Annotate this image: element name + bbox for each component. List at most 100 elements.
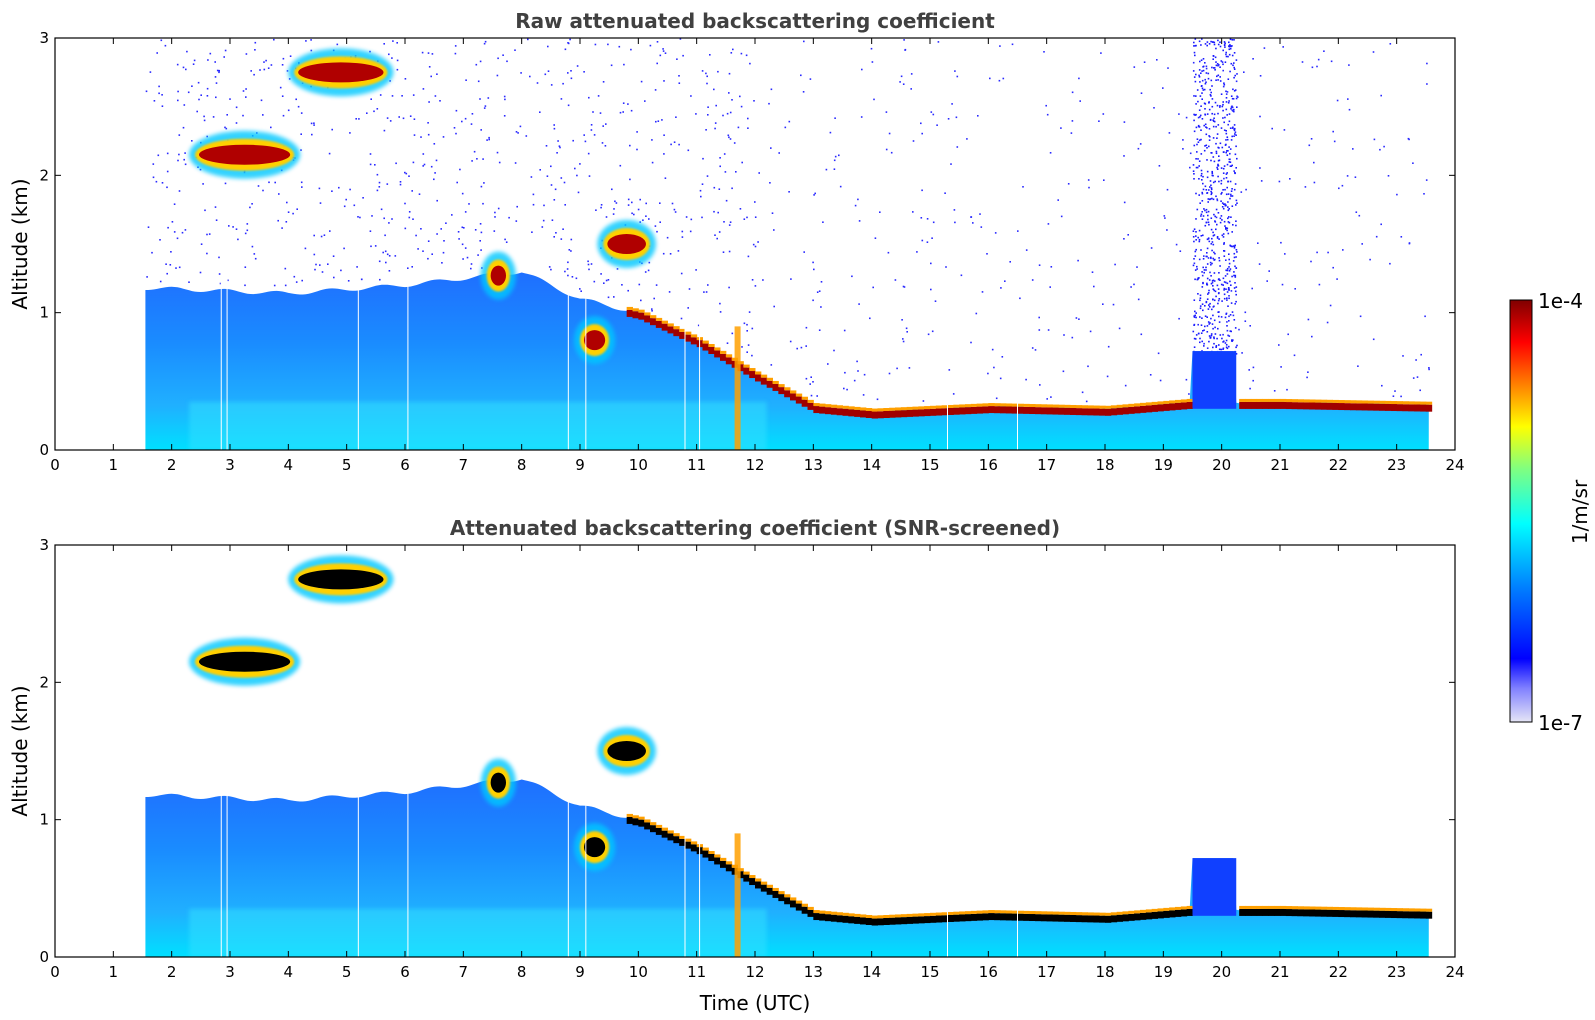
noise-speck (1078, 318, 1080, 320)
noise-speck (930, 262, 932, 265)
noise-speck (439, 100, 441, 102)
noise-speck (747, 255, 750, 258)
aerosol-top-edge (725, 354, 733, 358)
noise-speck (1219, 265, 1221, 267)
noise-speck (1203, 124, 1205, 127)
noise-speck (465, 79, 467, 81)
noise-speck (1231, 205, 1234, 207)
noise-speck (1310, 138, 1313, 140)
noise-speck (994, 232, 997, 234)
noise-speck (1216, 237, 1219, 239)
noise-speck (1223, 250, 1225, 252)
noise-speck (412, 218, 414, 220)
noise-speck (1210, 256, 1212, 259)
noise-speck (593, 134, 596, 136)
noise-speck (1311, 66, 1314, 69)
noise-speck (1223, 129, 1226, 131)
noise-speck (1230, 165, 1232, 167)
noise-speck (677, 250, 680, 252)
noise-speck (343, 247, 345, 250)
noise-speck (199, 271, 202, 274)
noise-speck (1219, 142, 1222, 145)
noise-speck (724, 171, 727, 173)
noise-speck (1280, 366, 1282, 368)
aerosol-top-band (1350, 403, 1357, 411)
noise-speck (250, 70, 252, 72)
noise-speck (1215, 152, 1218, 155)
noise-speck (166, 272, 168, 275)
noise-speck (1175, 243, 1178, 246)
noise-speck (998, 79, 1001, 82)
noise-speck (1220, 215, 1223, 217)
noise-speck (754, 201, 756, 203)
noise-speck (1192, 164, 1195, 166)
noise-speck (1210, 317, 1212, 320)
noise-speck (871, 61, 874, 63)
noise-speck (1352, 148, 1354, 150)
noise-speck (920, 122, 922, 125)
noise-speck (245, 88, 247, 90)
noise-speck (588, 175, 591, 177)
noise-speck (461, 243, 464, 246)
noise-speck (1091, 271, 1094, 273)
aerosol-top-edge (994, 910, 1001, 914)
noise-speck (599, 112, 602, 114)
xtick-label: 1 (109, 963, 119, 981)
noise-speck (206, 95, 209, 97)
aerosol-top-band (685, 334, 692, 342)
noise-speck (1224, 316, 1227, 319)
noise-speck (1224, 204, 1227, 207)
noise-speck (420, 136, 422, 138)
aerosol-top-edge (1326, 399, 1333, 403)
noise-speck (430, 165, 433, 168)
noise-speck (647, 269, 650, 272)
noise-speck (1218, 155, 1220, 157)
noise-speck (1195, 73, 1197, 76)
noise-speck (1227, 287, 1230, 289)
noise-speck (192, 63, 195, 65)
noise-speck (707, 284, 709, 286)
noise-speck (1208, 189, 1210, 191)
aerosol-top-band (1414, 404, 1421, 412)
noise-speck (1215, 216, 1218, 219)
aerosol-top-edge (1180, 906, 1188, 910)
noise-speck (805, 377, 808, 380)
cloud-core (584, 330, 606, 351)
noise-speck (746, 351, 748, 353)
aerosol-top-band (801, 399, 808, 407)
noise-speck (246, 223, 249, 225)
noise-speck (1396, 193, 1398, 196)
noise-speck (1235, 145, 1237, 148)
noise-speck (681, 230, 684, 233)
noise-speck (358, 118, 360, 120)
noise-speck (1202, 58, 1205, 60)
aerosol-top-edge (1122, 404, 1129, 408)
noise-speck (1089, 330, 1092, 333)
aerosol-top-edge (889, 407, 896, 411)
noise-speck (178, 190, 181, 192)
noise-speck (753, 100, 755, 102)
aerosol-top-band (1169, 403, 1176, 411)
noise-speck (737, 126, 740, 129)
noise-speck (1204, 145, 1206, 147)
noise-speck (1208, 306, 1211, 308)
noise-speck (1236, 95, 1238, 98)
noise-speck (1210, 159, 1212, 162)
noise-speck (1212, 231, 1214, 234)
noise-speck (912, 140, 915, 142)
noise-speck (244, 266, 247, 268)
noise-speck (408, 216, 411, 219)
aerosol-top-band (679, 331, 686, 339)
noise-speck (1198, 160, 1201, 162)
xtick-label: 0 (50, 963, 60, 981)
aerosol-top-band (1274, 908, 1281, 916)
aerosol-top-edge (1390, 908, 1398, 912)
noise-speck (1200, 235, 1203, 237)
noise-speck (814, 192, 816, 195)
noise-speck (587, 152, 590, 155)
aerosol-top-band (690, 844, 698, 852)
noise-speck (488, 136, 490, 139)
noise-speck (1234, 282, 1236, 284)
noise-speck (1201, 98, 1203, 100)
aerosol-top-band (865, 917, 873, 925)
